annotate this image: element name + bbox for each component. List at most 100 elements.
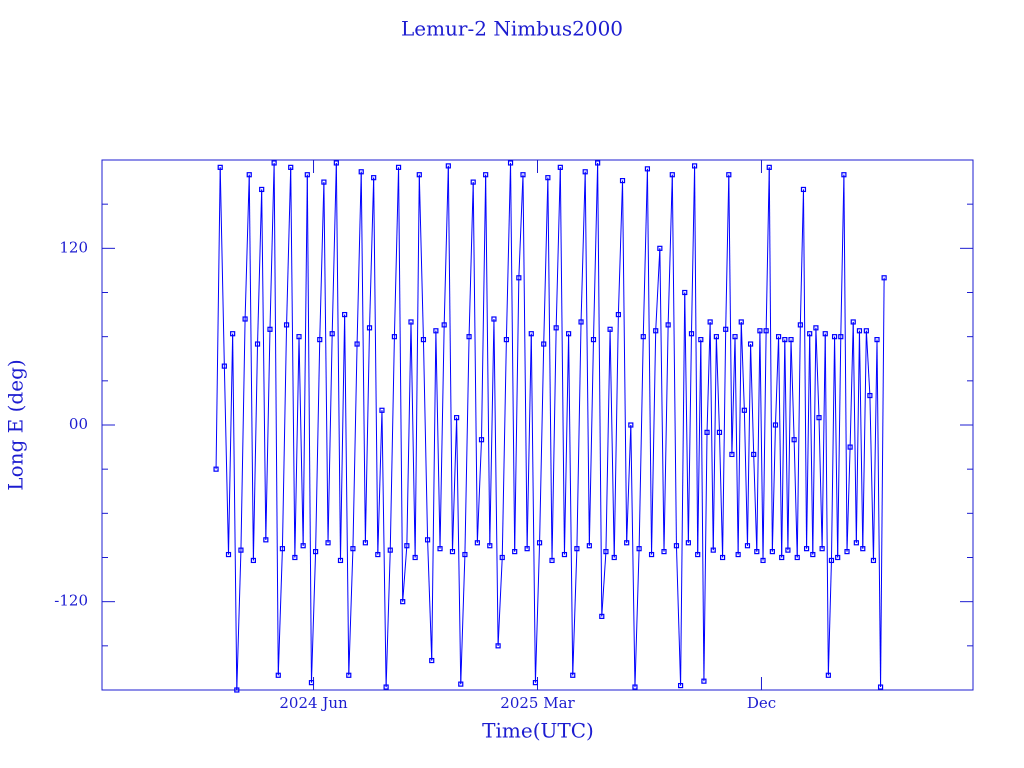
series-line (447, 165, 453, 552)
point (751, 451, 757, 458)
point (275, 672, 281, 678)
point (856, 328, 863, 334)
series-line (398, 167, 404, 602)
series-line (331, 162, 337, 334)
point (561, 551, 568, 558)
point (831, 334, 838, 340)
series-line (869, 395, 874, 561)
series-line (493, 318, 499, 646)
point (819, 546, 825, 552)
point (512, 549, 518, 555)
point (491, 316, 497, 322)
series-line (427, 539, 433, 661)
point (371, 175, 377, 181)
series-line (700, 339, 705, 682)
point (881, 275, 887, 281)
point (860, 546, 866, 552)
point (549, 557, 555, 564)
series-line (294, 336, 300, 558)
point (462, 551, 468, 558)
series-line (344, 314, 350, 676)
series-line (605, 329, 611, 552)
point (644, 166, 651, 172)
series-line (759, 330, 764, 561)
point (213, 466, 219, 472)
series-line (228, 333, 234, 555)
point (775, 334, 782, 340)
series-line (865, 330, 871, 396)
point (578, 319, 584, 325)
series-line (559, 167, 565, 555)
point (487, 543, 493, 549)
series-line (572, 548, 578, 676)
series-line (855, 330, 860, 543)
series-line (827, 560, 832, 676)
point (847, 444, 853, 450)
point (757, 328, 763, 334)
series-line (731, 336, 736, 455)
series-line (456, 417, 462, 685)
series-line (809, 333, 814, 555)
series-line (385, 550, 391, 688)
point (716, 429, 723, 435)
series-line (248, 174, 254, 561)
series-line (753, 454, 758, 552)
series-line (697, 339, 702, 555)
series-line (555, 167, 561, 328)
point (723, 326, 729, 332)
series-line (834, 336, 839, 558)
point (271, 160, 277, 166)
point (760, 557, 766, 564)
point (300, 543, 306, 549)
series-line (852, 321, 857, 543)
point (813, 325, 819, 331)
series-line (257, 189, 263, 345)
series-line (485, 174, 491, 546)
series-line (406, 321, 412, 546)
point (333, 160, 339, 166)
series-line (722, 329, 727, 558)
series-line (756, 330, 761, 552)
series-line (514, 277, 520, 552)
point (611, 554, 617, 561)
point (838, 334, 844, 340)
series-line (302, 174, 308, 546)
series-line (638, 336, 644, 549)
series-line (265, 329, 271, 540)
series-line (876, 339, 882, 688)
point (308, 680, 315, 686)
series-line (684, 292, 689, 543)
point (499, 554, 505, 561)
point (391, 334, 398, 340)
series-line (762, 330, 767, 561)
point (648, 551, 655, 558)
series-line (824, 333, 829, 676)
point (225, 551, 232, 558)
series-line (750, 344, 755, 455)
point (747, 341, 754, 347)
series-line (815, 327, 820, 418)
series-line (787, 339, 792, 551)
point (254, 341, 261, 347)
series-line (771, 424, 776, 552)
series-line (443, 165, 449, 325)
point (850, 319, 856, 325)
point (441, 322, 447, 328)
point (217, 164, 223, 170)
point (619, 178, 626, 184)
point (615, 311, 621, 318)
x-tick-label: 2025 Mar (500, 694, 575, 712)
series-line (348, 548, 354, 676)
series-line (597, 162, 603, 617)
point (870, 557, 877, 564)
series-line (232, 333, 238, 691)
point (536, 540, 543, 546)
point (429, 657, 435, 664)
point (474, 540, 480, 546)
point (454, 415, 460, 421)
series-line (418, 174, 424, 340)
series-line (261, 189, 267, 540)
series-line (497, 557, 503, 646)
series-line (728, 174, 733, 455)
point (470, 179, 476, 185)
